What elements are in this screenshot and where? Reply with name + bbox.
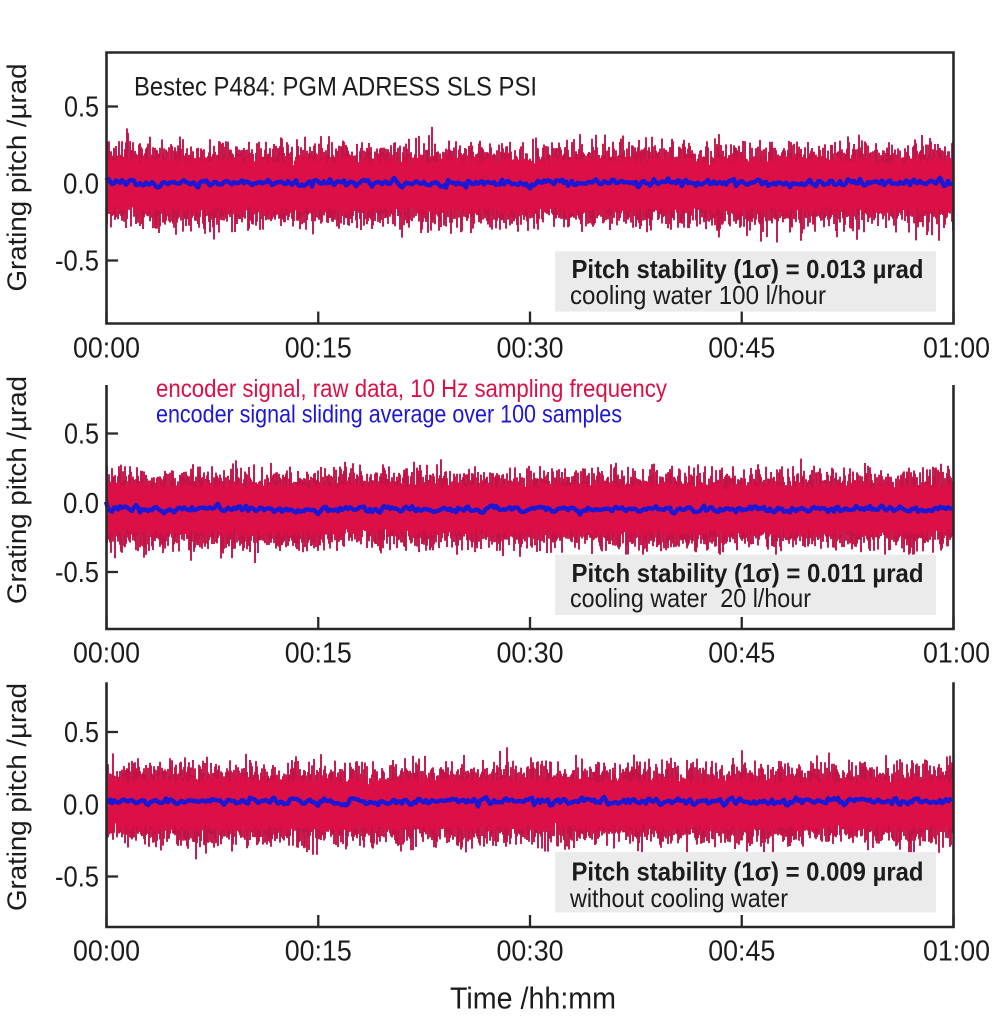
svg-text:00:00: 00:00 xyxy=(73,936,140,968)
svg-text:0.5: 0.5 xyxy=(64,717,99,749)
svg-text:00:45: 00:45 xyxy=(708,333,775,365)
svg-text:00:45: 00:45 xyxy=(708,936,775,968)
svg-text:0.0: 0.0 xyxy=(63,790,99,822)
svg-text:encoder signal sliding average: encoder signal sliding average over 100 … xyxy=(156,401,622,429)
svg-text:Bestec P484: PGM ADRESS SLS PS: Bestec P484: PGM ADRESS SLS PSI xyxy=(134,72,537,102)
svg-text:00:15: 00:15 xyxy=(285,638,352,670)
svg-text:Pitch stability (1σ) = 0.013 µ: Pitch stability (1σ) = 0.013 µrad xyxy=(572,254,924,284)
svg-text:0.0: 0.0 xyxy=(63,169,99,201)
svg-text:0.0: 0.0 xyxy=(63,488,99,520)
svg-text:00:15: 00:15 xyxy=(285,333,352,365)
svg-text:Pitch stability (1σ) = 0.009 µ: Pitch stability (1σ) = 0.009 µrad xyxy=(572,857,924,887)
svg-text:01:00: 01:00 xyxy=(923,333,990,365)
svg-text:cooling water 20 l/hour: cooling water 20 l/hour xyxy=(570,583,811,613)
svg-text:-0.5: -0.5 xyxy=(55,246,99,278)
svg-text:00:00: 00:00 xyxy=(73,333,140,365)
svg-text:01:00: 01:00 xyxy=(923,638,990,670)
svg-text:00:30: 00:30 xyxy=(497,936,564,968)
svg-text:00:15: 00:15 xyxy=(285,936,352,968)
svg-text:-0.5: -0.5 xyxy=(55,557,99,589)
svg-text:-0.5: -0.5 xyxy=(55,862,99,894)
svg-text:00:00: 00:00 xyxy=(73,638,140,670)
svg-text:cooling water 100 l/hour: cooling water 100 l/hour xyxy=(570,280,826,310)
svg-text:encoder signal, raw data, 10 H: encoder signal, raw data, 10 Hz sampling… xyxy=(156,375,667,403)
svg-text:01:00: 01:00 xyxy=(923,936,990,968)
svg-text:Pitch stability (1σ) = 0.011 µ: Pitch stability (1σ) = 0.011 µrad xyxy=(572,558,924,588)
svg-text:0.5: 0.5 xyxy=(64,92,99,124)
svg-text:without cooling water: without cooling water xyxy=(569,883,788,913)
svg-text:0.5: 0.5 xyxy=(64,419,99,451)
svg-text:Grating pitch /µrad: Grating pitch /µrad xyxy=(2,64,32,292)
svg-text:Time /hh:mm: Time /hh:mm xyxy=(450,981,616,1016)
svg-text:Grating pitch /µrad: Grating pitch /µrad xyxy=(2,376,32,604)
svg-text:Grating pitch /µrad: Grating pitch /µrad xyxy=(2,683,32,911)
svg-text:00:30: 00:30 xyxy=(497,333,564,365)
svg-text:00:45: 00:45 xyxy=(708,638,775,670)
svg-text:00:30: 00:30 xyxy=(497,638,564,670)
